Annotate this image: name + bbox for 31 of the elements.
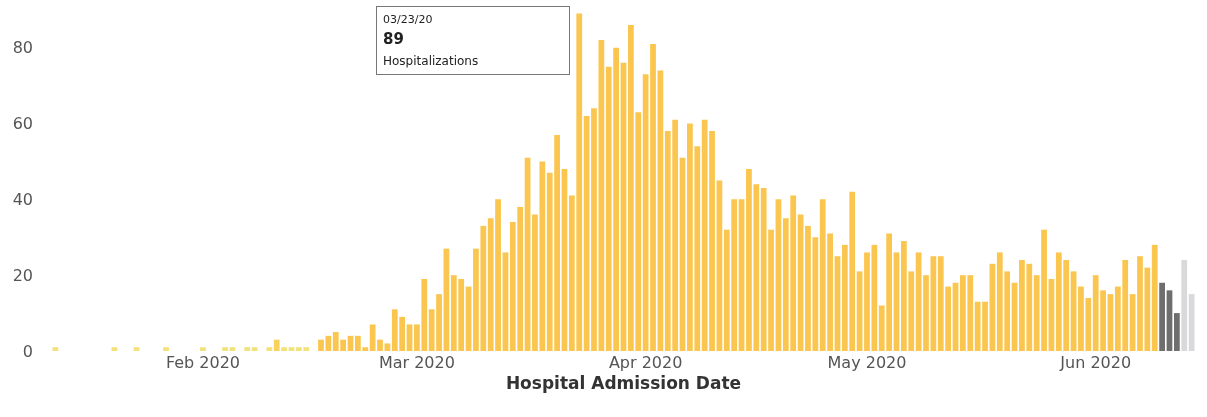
x-axis-title: Hospital Admission Date: [505, 373, 742, 394]
y-tick-label: 60: [12, 114, 33, 134]
y-tick-label: 80: [12, 38, 33, 58]
y-tick-label: 0: [22, 341, 33, 361]
bar: [111, 347, 118, 351]
bar: [1151, 244, 1158, 351]
y-tick-label: 40: [12, 189, 33, 209]
bar: [52, 347, 59, 351]
bar: [244, 347, 251, 351]
bar: [222, 347, 228, 351]
bar: [1188, 294, 1195, 351]
bar: [200, 347, 206, 351]
bar: [133, 347, 140, 351]
x-tick-label: Apr 2020: [608, 353, 683, 372]
x-tick-label: Mar 2020: [378, 353, 455, 372]
annotation: 03/23/20 89 Hospitalizations: [383, 13, 479, 68]
bar: [273, 339, 280, 351]
bar: [266, 347, 273, 351]
y-tick-label: 20: [12, 265, 33, 285]
bar: [1173, 313, 1180, 351]
bar: [229, 347, 236, 351]
bar: [281, 347, 287, 351]
bar: [1181, 260, 1188, 351]
x-tick-label: Jun 2020: [1059, 353, 1132, 372]
bar: [163, 347, 169, 351]
bar: [251, 347, 258, 351]
bar: [288, 347, 295, 351]
bar: [1159, 282, 1165, 351]
x-tick-label: May 2020: [827, 353, 907, 372]
x-tick-label: Feb 2020: [165, 353, 241, 372]
bar: [384, 343, 391, 351]
